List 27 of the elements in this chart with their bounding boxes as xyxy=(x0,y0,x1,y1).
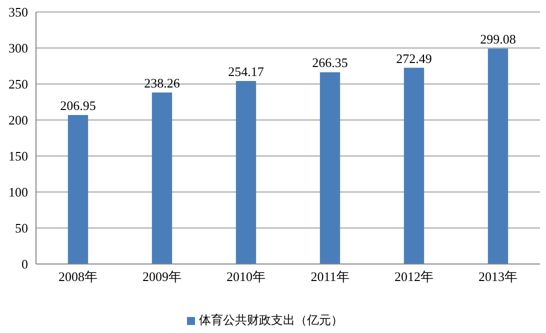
data-label: 272.49 xyxy=(396,50,432,66)
bar xyxy=(152,92,172,264)
y-tick-label: 150 xyxy=(8,148,28,164)
x-tick-label: 2008年 xyxy=(58,269,98,284)
bar xyxy=(320,72,340,264)
y-tick-label: 100 xyxy=(8,184,28,200)
y-tick-label: 50 xyxy=(15,220,28,236)
bar xyxy=(488,48,508,264)
x-tick-label: 2012年 xyxy=(394,269,434,284)
y-tick-label: 250 xyxy=(8,76,28,92)
x-tick-label: 2009年 xyxy=(142,269,182,284)
y-tick-label: 200 xyxy=(8,112,28,128)
y-tick-label: 300 xyxy=(8,40,28,56)
x-tick-label: 2011年 xyxy=(310,269,350,284)
y-tick-label: 0 xyxy=(22,256,28,272)
bar xyxy=(404,68,424,264)
data-label: 299.08 xyxy=(480,32,516,47)
y-tick-label: 350 xyxy=(8,4,28,20)
legend-label: 体育公共财政支出（亿元） xyxy=(199,313,343,327)
x-tick-label: 2010年 xyxy=(226,269,266,284)
bar xyxy=(68,114,88,264)
bar xyxy=(236,81,256,264)
data-label: 266.35 xyxy=(312,55,348,70)
data-label: 254.17 xyxy=(228,64,264,79)
x-tick-label: 2013年 xyxy=(478,269,518,284)
data-label: 206.95 xyxy=(60,98,96,113)
data-label: 238.26 xyxy=(144,75,180,90)
